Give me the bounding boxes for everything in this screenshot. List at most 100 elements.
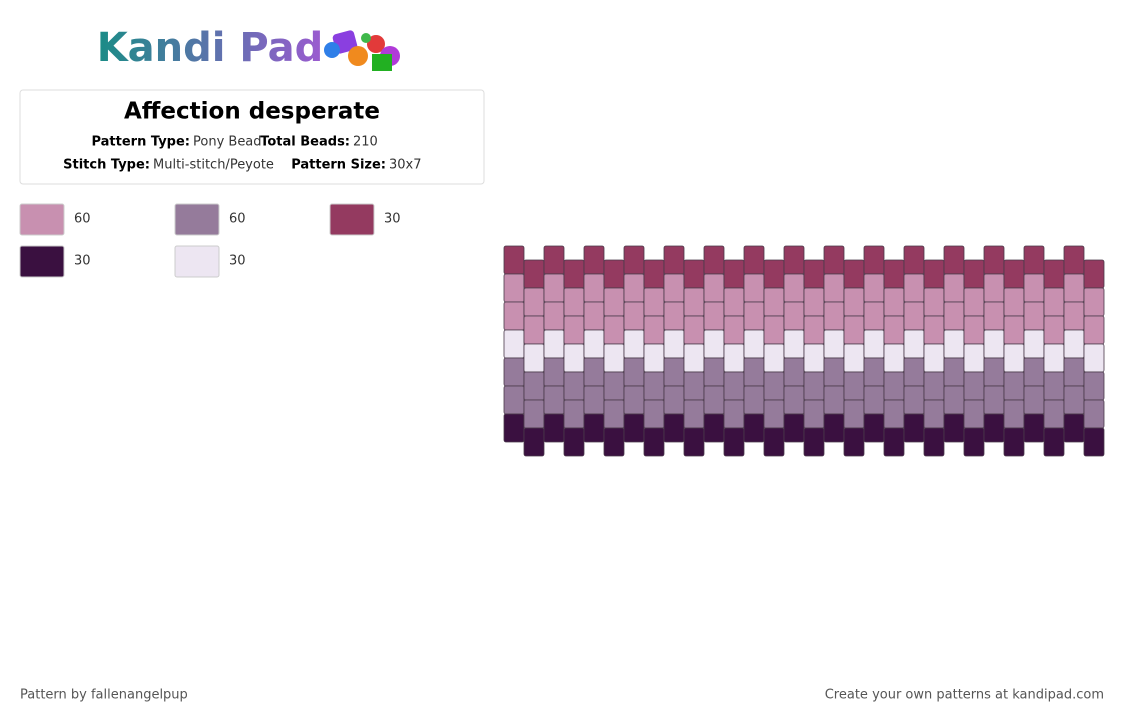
bead: [1003, 371, 1025, 401]
bead: [543, 413, 565, 443]
bead: [583, 413, 605, 443]
bead: [1063, 413, 1085, 443]
bead: [1023, 385, 1045, 415]
bead: [963, 371, 985, 401]
bead: [923, 343, 945, 373]
bead: [603, 399, 625, 429]
bead: [943, 273, 965, 303]
bead: [863, 245, 885, 275]
color-count: 60: [74, 212, 91, 227]
bead: [963, 399, 985, 429]
bead: [903, 245, 925, 275]
bead: [983, 245, 1005, 275]
bead: [943, 357, 965, 387]
bead: [763, 315, 785, 345]
bead: [1083, 343, 1105, 373]
bead: [783, 301, 805, 331]
bead: [743, 413, 765, 443]
bead: [923, 427, 945, 457]
bead: [1043, 315, 1065, 345]
bead: [1023, 245, 1045, 275]
info-label: Pattern Type:: [91, 135, 190, 150]
bead: [663, 329, 685, 359]
bead: [623, 329, 645, 359]
bead: [643, 399, 665, 429]
bead: [1063, 385, 1085, 415]
bead: [923, 371, 945, 401]
bead: [603, 259, 625, 289]
bead: [803, 315, 825, 345]
bead: [563, 371, 585, 401]
bead: [503, 301, 525, 331]
bead: [523, 259, 545, 289]
bead: [903, 329, 925, 359]
bead: [683, 287, 705, 317]
bead: [683, 399, 705, 429]
bead: [883, 315, 905, 345]
info-value: 30x7: [389, 158, 422, 173]
bead: [803, 427, 825, 457]
bead: [1063, 301, 1085, 331]
bead: [903, 301, 925, 331]
bead: [863, 413, 885, 443]
bead: [783, 357, 805, 387]
bead: [743, 385, 765, 415]
bead: [723, 287, 745, 317]
bead: [943, 245, 965, 275]
bead: [1003, 259, 1025, 289]
bead: [943, 413, 965, 443]
bead: [883, 427, 905, 457]
bead: [663, 301, 685, 331]
bead: [723, 371, 745, 401]
bead: [763, 343, 785, 373]
bead: [1003, 399, 1025, 429]
bead: [563, 287, 585, 317]
bead: [843, 259, 865, 289]
bead: [963, 343, 985, 373]
bead: [603, 315, 625, 345]
bead: [703, 413, 725, 443]
bead: [823, 385, 845, 415]
bead: [623, 301, 645, 331]
color-count: 30: [229, 254, 246, 269]
bead: [603, 287, 625, 317]
bead: [583, 385, 605, 415]
bead: [1003, 315, 1025, 345]
info-value: Multi-stitch/Peyote: [153, 158, 274, 173]
bead: [1083, 315, 1105, 345]
info-label: Pattern Size:: [291, 158, 386, 173]
bead: [843, 343, 865, 373]
bead: [1043, 399, 1065, 429]
bead: [1003, 427, 1025, 457]
bead: [1023, 329, 1045, 359]
bead: [943, 385, 965, 415]
bead: [823, 273, 845, 303]
bead: [503, 329, 525, 359]
color-count: 30: [74, 254, 91, 269]
bead: [563, 259, 585, 289]
bead: [823, 301, 845, 331]
bead: [663, 413, 685, 443]
bead: [1083, 399, 1105, 429]
bead: [623, 385, 645, 415]
bead: [683, 315, 705, 345]
bead: [883, 287, 905, 317]
bead: [863, 357, 885, 387]
bead: [743, 245, 765, 275]
logo: Kandi Pad: [97, 25, 324, 71]
bead: [703, 357, 725, 387]
bead: [523, 315, 545, 345]
bead: [883, 343, 905, 373]
bead: [903, 385, 925, 415]
bead: [943, 329, 965, 359]
bead: [543, 245, 565, 275]
bead: [623, 357, 645, 387]
info-label: Stitch Type:: [63, 158, 150, 173]
bead: [763, 287, 785, 317]
bead: [623, 413, 645, 443]
site-link[interactable]: Create your own patterns at kandipad.com: [825, 688, 1104, 703]
bead: [1083, 427, 1105, 457]
bead: [683, 371, 705, 401]
bead: [543, 329, 565, 359]
bead: [863, 301, 885, 331]
